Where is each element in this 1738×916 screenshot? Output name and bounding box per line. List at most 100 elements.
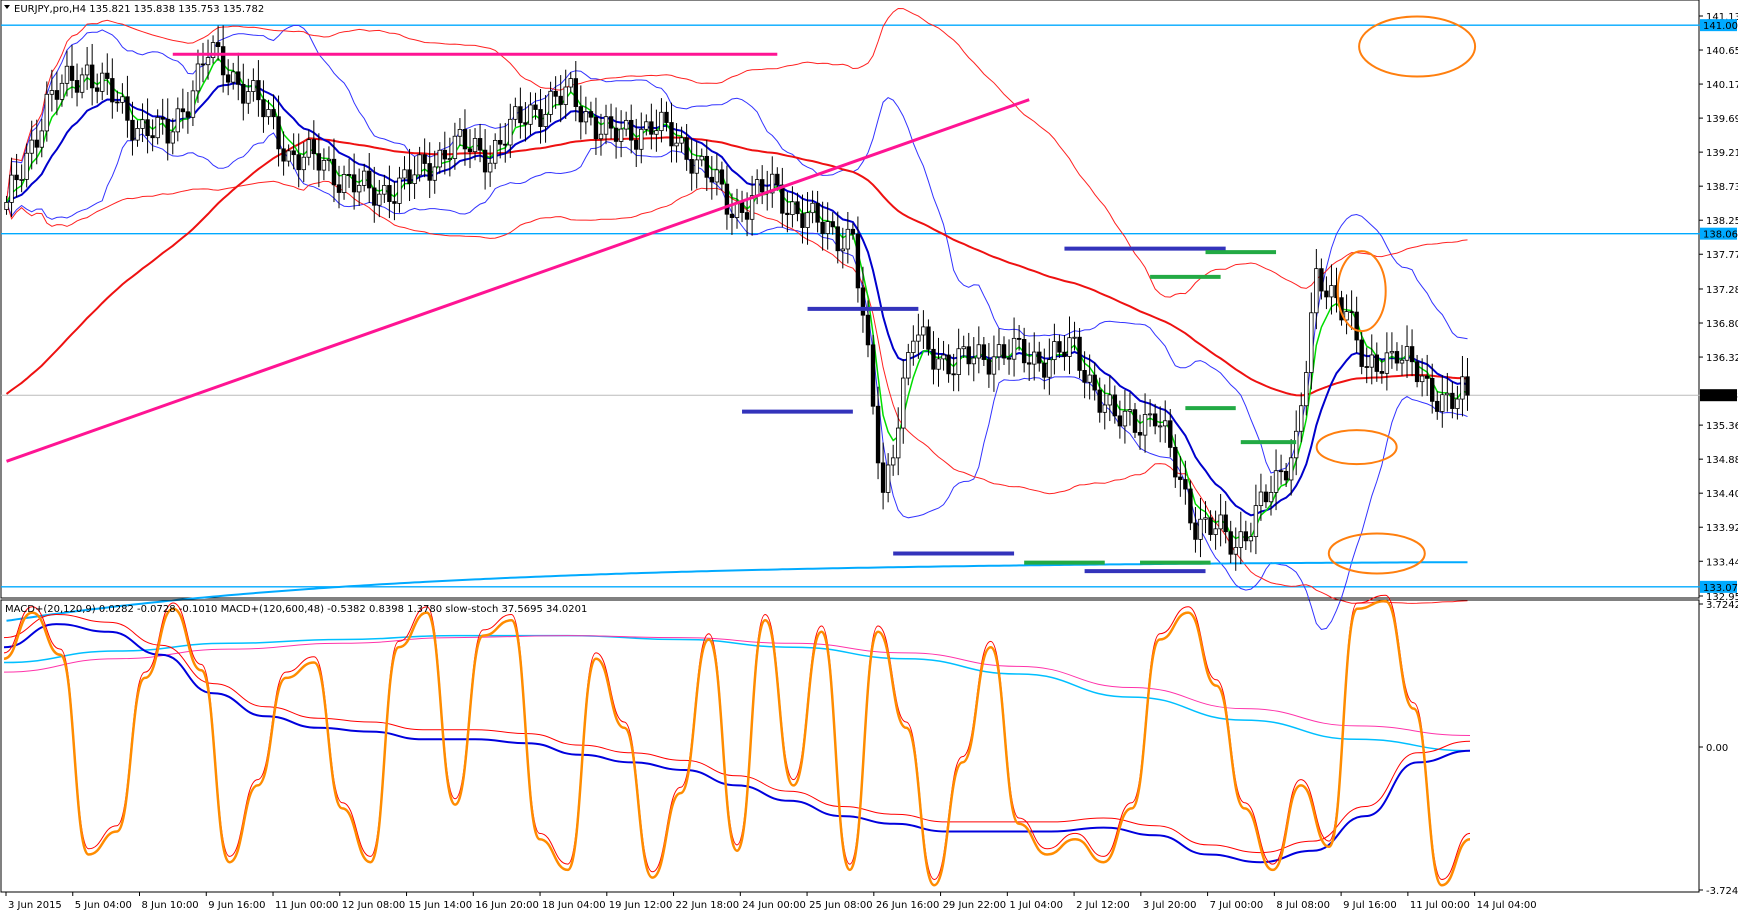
candle-body xyxy=(1228,531,1233,555)
candle-body xyxy=(1414,361,1420,383)
candle-body xyxy=(649,121,654,135)
candle-body xyxy=(835,226,840,252)
candle-body xyxy=(261,99,266,118)
candle-body xyxy=(34,139,39,148)
price-tick-label: 140.650 xyxy=(1706,46,1738,57)
candle-body xyxy=(14,174,19,181)
macd-main-line xyxy=(3,623,1471,864)
time-tick-label: 19 Jun 12:00 xyxy=(609,900,673,911)
candle-body xyxy=(1419,375,1425,383)
candle-body xyxy=(402,169,407,179)
time-tick-label: 3 Jul 20:00 xyxy=(1143,900,1197,911)
candle-body xyxy=(1087,374,1092,383)
candle-body xyxy=(724,183,730,215)
candle-body xyxy=(880,462,886,493)
price-tick-label: 133.440 xyxy=(1706,557,1738,568)
candle-body xyxy=(518,106,523,124)
candle-body xyxy=(467,148,473,153)
candle-body xyxy=(246,91,251,104)
candle-body xyxy=(1122,410,1128,427)
candle-body xyxy=(840,248,845,252)
candle-body xyxy=(916,334,921,342)
price-tick-label: 138.730 xyxy=(1706,182,1738,193)
candle-body xyxy=(9,174,14,203)
candle-body xyxy=(865,314,871,346)
candle-body xyxy=(79,74,85,93)
candle-body xyxy=(744,212,750,220)
highlight-ellipse xyxy=(1327,532,1426,575)
current-price-tag xyxy=(1700,389,1737,402)
candle-body xyxy=(266,109,271,118)
candle-body xyxy=(689,158,694,174)
macd-tick-label: 0.00 xyxy=(1706,743,1728,754)
candle-body xyxy=(1137,432,1143,436)
candle-body xyxy=(931,348,936,370)
price-panel: 141.130 140.650 140.170 139.690 139.210 138.7… xyxy=(0,0,1738,631)
candle-body xyxy=(276,116,281,150)
current-price-label: 135.782 xyxy=(1703,391,1738,402)
candle-body xyxy=(89,64,95,89)
candle-body xyxy=(140,119,145,129)
candle-body xyxy=(1430,377,1435,402)
time-tick-label: 8 Jul 08:00 xyxy=(1276,900,1330,911)
candle-body xyxy=(719,169,725,185)
indicator-header: MACD+(20,120,9) 0.0282 -0.0728 -0.1010 M… xyxy=(5,604,587,615)
candle-body xyxy=(896,427,901,459)
candle-body xyxy=(326,158,332,161)
candle-body xyxy=(921,326,926,336)
candle-body xyxy=(996,344,1002,358)
candle-body xyxy=(200,63,206,66)
candle-body xyxy=(29,139,34,154)
candle-body xyxy=(1218,514,1223,530)
candle-body xyxy=(623,119,629,130)
candle-body xyxy=(1319,268,1324,292)
candle-body xyxy=(39,130,44,148)
candle-body xyxy=(830,221,835,228)
candle-body xyxy=(961,346,966,350)
candle-body xyxy=(543,114,548,127)
candle-body xyxy=(976,344,982,359)
candle-body xyxy=(1142,414,1148,436)
time-tick-label: 16 Jun 20:00 xyxy=(475,900,539,911)
candlesticks xyxy=(4,25,1470,571)
candle-body xyxy=(367,170,372,189)
candle-body xyxy=(1344,311,1349,321)
candle-body xyxy=(956,348,961,375)
candle-body xyxy=(1157,425,1163,428)
candle-body xyxy=(155,117,160,139)
candle-body xyxy=(1273,470,1279,493)
candle-body xyxy=(487,162,493,173)
candle-body xyxy=(563,86,568,105)
candle-body xyxy=(1147,413,1153,416)
candle-body xyxy=(1077,336,1082,371)
candle-body xyxy=(1354,311,1359,341)
candle-body xyxy=(437,149,442,168)
candle-body xyxy=(603,116,609,135)
candle-body xyxy=(301,156,306,171)
candle-body xyxy=(170,131,175,144)
price-panel-frame xyxy=(0,0,1700,599)
candle-body xyxy=(639,128,644,150)
price-tick-label: 140.170 xyxy=(1706,80,1738,91)
candle-body xyxy=(175,108,181,133)
candle-body xyxy=(966,346,971,365)
stoch-main-line xyxy=(3,599,1471,887)
candle-body xyxy=(754,179,760,196)
candle-body xyxy=(901,377,906,429)
candle-body xyxy=(407,169,412,184)
price-tick-label: 135.360 xyxy=(1706,421,1738,432)
candle-body xyxy=(986,359,992,375)
candle-body xyxy=(1047,359,1052,378)
candle-body xyxy=(271,109,276,118)
candle-body xyxy=(185,111,191,118)
candle-body xyxy=(1213,528,1218,535)
candle-body xyxy=(125,96,130,121)
candle-body xyxy=(256,80,261,101)
candle-body xyxy=(785,212,790,215)
candle-body xyxy=(1021,339,1027,364)
candle-body xyxy=(452,135,458,159)
macd-axis: 3.7242 0.00 -3.7242 xyxy=(1699,600,1738,897)
time-tick-label: 9 Jul 16:00 xyxy=(1343,900,1397,911)
candle-body xyxy=(1283,470,1289,481)
candle-body xyxy=(538,109,543,127)
